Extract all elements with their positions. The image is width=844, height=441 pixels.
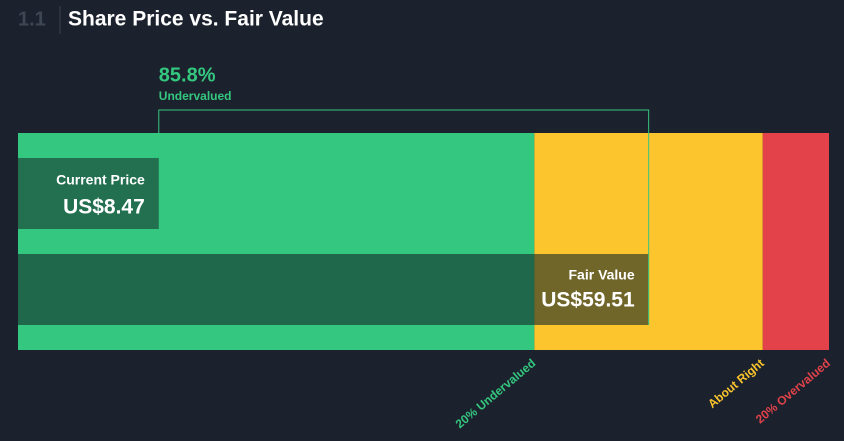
fair-value-value: US$59.51 (541, 289, 635, 312)
current-price-label: Current Price (56, 172, 145, 188)
discount-value: 85.8% (159, 64, 216, 86)
discount-bracket (158, 109, 650, 325)
current-price-value: US$8.47 (63, 196, 145, 219)
current-price-bar (18, 158, 159, 229)
fair-value-bar (18, 254, 649, 325)
discount-label: Undervalued (159, 89, 232, 103)
section-number: 1.1 (18, 8, 46, 30)
chart-title: Share Price vs. Fair Value (68, 8, 324, 31)
fair-value-label: Fair Value (569, 267, 635, 283)
zone (762, 133, 829, 350)
